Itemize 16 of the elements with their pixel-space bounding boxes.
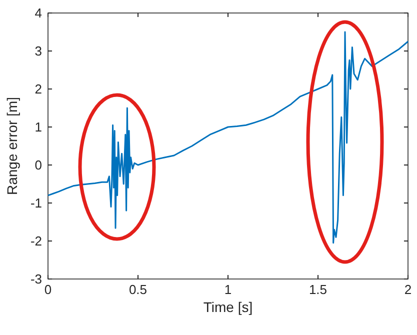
y-axis-title: Range error [m] xyxy=(4,96,20,196)
x-tick-label: 0.5 xyxy=(128,282,148,297)
x-tick-label: 1 xyxy=(224,282,232,297)
y-tick-label: -2 xyxy=(30,234,42,248)
x-tick-label: 2 xyxy=(404,282,412,297)
y-tick-label: 4 xyxy=(34,6,42,20)
y-tick-label: 0 xyxy=(34,158,42,172)
x-tick-label: 0 xyxy=(44,282,52,297)
x-tick-label: 1.5 xyxy=(308,282,328,297)
y-tick-label: -1 xyxy=(30,196,42,210)
y-tick-label: 2 xyxy=(34,82,42,96)
line-series xyxy=(47,31,409,244)
y-tick-label: -3 xyxy=(30,272,42,286)
x-axis-title: Time [s] xyxy=(203,299,253,315)
y-tick-label: 1 xyxy=(34,120,42,134)
y-tick-label: 3 xyxy=(34,44,42,58)
